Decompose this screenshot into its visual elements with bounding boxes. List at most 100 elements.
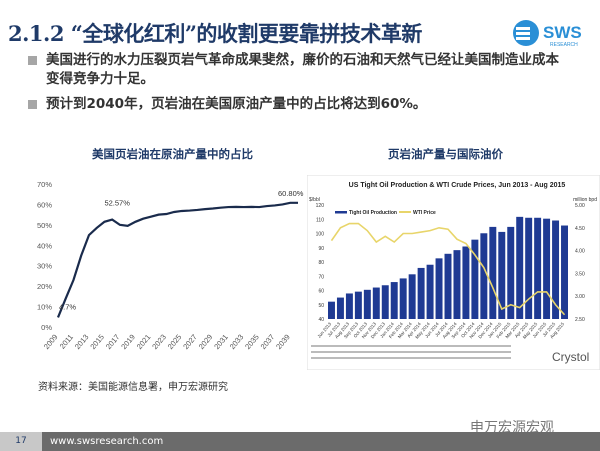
bullet-text: 美国进行的水力压裂页岩气革命成果斐然，廉价的石油和天然气已经让美国制造业成本变得… [46,52,559,87]
bullet-text: 预计到2040年，页岩油在美国原油产量中的占比将达到60%。 [46,96,427,112]
right-axis-label: million bpd [573,197,597,203]
y-tick-label: 30% [37,262,52,271]
data-label: 4.7% [59,302,76,311]
bullet-1: 美国进行的水力压裂页岩气革命成果斐然，廉价的石油和天然气已经让美国制造业成本变得… [28,51,568,89]
y-tick-label: 20% [37,282,52,291]
x-tick-label: 2017 [104,333,122,352]
left-tick-label: 60 [318,289,324,295]
x-tick-label: 2035 [243,333,261,352]
footnote-text-line [311,351,511,353]
production-bar [390,282,398,319]
x-tick-label: 2021 [135,333,153,352]
left-axis-label: $/bbl [309,197,320,203]
footnote-text-line [311,345,511,347]
wti-price-line [330,222,566,316]
page-number: 17 [0,432,42,451]
production-bar [453,250,461,319]
production-bar [525,217,533,319]
left-tick-label: 120 [316,203,325,209]
y-tick-label: 70% [37,180,52,189]
website-link[interactable]: www.swsresearch.com [50,436,164,447]
left-tick-label: 90 [318,246,324,252]
production-bar [534,217,542,319]
bullet-square-icon [28,100,37,109]
production-bar [354,291,362,319]
production-bar [552,220,560,319]
x-tick-label: 2037 [259,333,277,352]
production-bar [561,225,568,319]
production-bar [381,285,389,319]
production-bar [444,253,452,319]
x-tick-label: 2027 [181,333,199,352]
production-bar [426,264,434,319]
legend-label: Tight Oil Production [349,210,397,216]
production-bar [408,274,416,319]
bullet-square-icon [28,56,37,65]
production-bar [543,218,551,319]
left-chart-title: 美国页岩油在原油产量中的占比 [92,147,253,161]
production-bar [516,216,524,319]
data-label: 52.57% [104,199,130,208]
y-tick-label: 50% [37,221,52,230]
production-bar [480,233,488,319]
shale-share-chart: 0%10%20%30%40%50%60%70%20092011201320152… [37,180,304,352]
x-tick-label: 2019 [119,333,137,352]
legend-label: WTI Price [413,210,436,216]
left-tick-label: 40 [318,317,324,323]
x-tick-label: 2009 [42,333,60,352]
svg-text:RESEARCH: RESEARCH [550,42,578,48]
x-tick-label: 2039 [274,333,292,352]
right-tick-label: 2.50 [575,317,585,323]
x-tick-label: 2015 [88,333,106,352]
production-bar [345,293,353,319]
share-line [56,201,298,318]
left-tick-label: 80 [318,260,324,266]
x-tick-label: 2031 [212,333,230,352]
right-tick-label: 3.50 [575,271,585,277]
production-bar [417,267,425,319]
x-tick-label: 2029 [197,333,215,352]
x-tick-label: 2013 [73,333,91,352]
right-chart-heading: 页岩油产量与国际油价 [388,147,503,161]
y-tick-label: 10% [37,303,52,312]
left-tick-label: 110 [316,217,324,223]
sws-logo: SWS RESEARCH [513,20,582,48]
right-tick-label: 4.00 [575,249,585,255]
y-tick-label: 0% [41,323,52,332]
production-bar [489,226,497,319]
crystol-logo: Crystol [552,350,589,364]
right-tick-label: 3.00 [575,294,585,300]
page-title: 2.1.2 “全球化红利”的收割更要靠拼技术革新 [8,21,422,46]
x-tick-label: 2033 [228,333,246,352]
x-tick-label: 2011 [58,333,75,351]
x-tick-label: 2023 [150,333,168,352]
source-note: 资料来源：美国能源信息署，申万宏源研究 [38,382,228,393]
production-bar [507,226,515,319]
production-bar [372,287,380,319]
production-bar [336,297,344,319]
x-tick-label: 2025 [166,333,184,352]
y-tick-label: 60% [37,200,52,209]
y-tick-label: 40% [37,241,52,250]
tight-oil-wti-chart: US Tight Oil Production & WTI Crude Pric… [307,175,600,370]
legend-swatch [399,211,411,213]
footer-bar: 17 www.swsresearch.com [0,432,600,451]
right-tick-label: 4.50 [575,226,585,232]
production-bar [462,246,470,319]
right-tick-label: 5.00 [575,203,585,209]
production-bar [435,258,443,319]
chart-title: US Tight Oil Production & WTI Crude Pric… [349,182,566,189]
left-tick-label: 50 [318,303,324,309]
production-bar [471,239,479,319]
footnote-text-line [311,357,511,359]
bullet-2: 预计到2040年，页岩油在美国原油产量中的占比将达到60%。 [28,95,568,114]
legend-swatch [335,211,347,214]
production-bar [328,301,335,319]
production-bar [363,289,371,319]
production-bar [399,278,407,319]
left-tick-label: 100 [316,232,325,238]
left-tick-label: 70 [318,274,324,280]
data-label: 60.80% [278,189,304,198]
production-bar [498,231,506,319]
svg-text:SWS: SWS [543,23,582,42]
